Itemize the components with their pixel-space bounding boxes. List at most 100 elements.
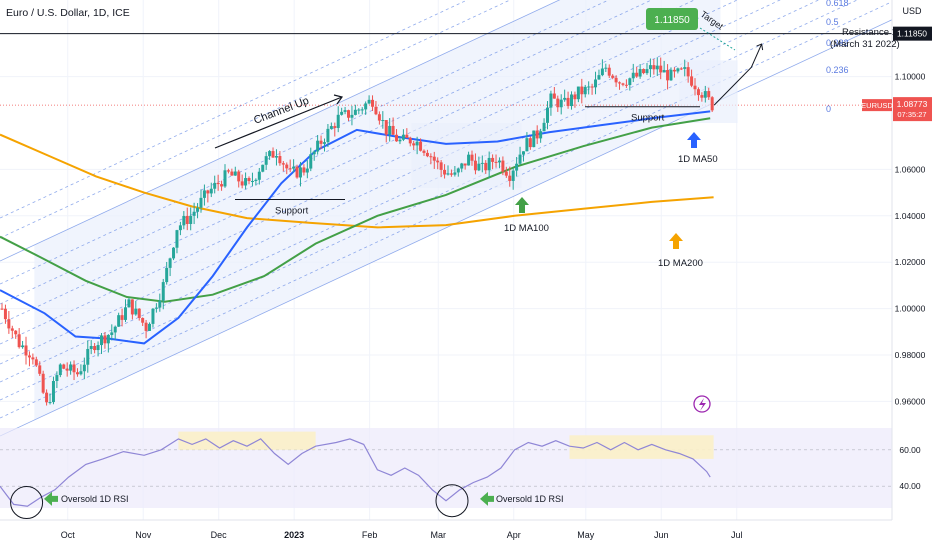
candle bbox=[106, 334, 110, 353]
candle-body bbox=[206, 190, 210, 194]
candle-body bbox=[192, 211, 196, 216]
candle-body bbox=[141, 317, 145, 323]
candle bbox=[189, 207, 193, 231]
candle-body bbox=[497, 160, 501, 163]
candle bbox=[443, 164, 447, 179]
candle bbox=[467, 151, 471, 166]
candle bbox=[583, 84, 587, 98]
candle-body bbox=[597, 75, 601, 80]
candle-body bbox=[456, 168, 460, 173]
candle-body bbox=[189, 215, 193, 224]
candle-body bbox=[587, 86, 591, 88]
channel-line bbox=[0, 0, 511, 239]
candle bbox=[233, 166, 237, 176]
candle-body bbox=[148, 323, 152, 331]
candle-body bbox=[353, 109, 357, 115]
candle bbox=[432, 151, 436, 169]
candle bbox=[148, 322, 152, 331]
candle bbox=[391, 117, 395, 135]
y-tick-label: 1.00000 bbox=[895, 304, 926, 314]
candle-body bbox=[659, 65, 663, 73]
candle bbox=[141, 317, 145, 327]
candle-body bbox=[230, 171, 234, 176]
candle bbox=[27, 351, 31, 367]
candle bbox=[185, 207, 189, 231]
candle bbox=[244, 172, 248, 190]
candle-body bbox=[415, 141, 419, 146]
channel-line bbox=[0, 19, 893, 437]
candle-body bbox=[693, 85, 697, 90]
candle-body bbox=[666, 69, 670, 81]
candle bbox=[165, 261, 169, 285]
candle-body bbox=[696, 89, 700, 96]
candle-body bbox=[686, 67, 690, 77]
rsi-tick-label: 60.00 bbox=[899, 445, 921, 455]
ma50-arrow bbox=[687, 132, 701, 148]
candle-body bbox=[41, 373, 45, 393]
candle-body bbox=[518, 154, 522, 164]
candle bbox=[364, 101, 368, 115]
candle bbox=[333, 122, 337, 137]
candle bbox=[237, 169, 241, 188]
candle bbox=[484, 160, 488, 174]
x-tick-label: Dec bbox=[211, 530, 228, 540]
candle-body bbox=[223, 170, 227, 187]
candle-body bbox=[65, 368, 69, 371]
candle-body bbox=[480, 162, 484, 164]
candle bbox=[223, 164, 227, 188]
resistance-date-label: (March 31 2022) bbox=[830, 39, 900, 50]
candle-body bbox=[336, 114, 340, 128]
candle-body bbox=[51, 381, 55, 403]
candle bbox=[429, 153, 433, 165]
fib-label: 0.382 bbox=[826, 38, 849, 48]
x-tick-label: May bbox=[577, 530, 595, 540]
candle bbox=[395, 129, 399, 142]
candle-body bbox=[213, 182, 217, 189]
candle-body bbox=[391, 125, 395, 135]
rsi-highlight bbox=[569, 435, 714, 459]
candle-body bbox=[504, 171, 508, 176]
zone-highlight bbox=[411, 122, 522, 188]
candle bbox=[470, 150, 474, 166]
candle bbox=[494, 154, 498, 168]
symbol-text: EURUSD bbox=[861, 101, 893, 110]
fib-label: 0.618 bbox=[826, 0, 849, 8]
candle bbox=[460, 162, 464, 173]
candle bbox=[31, 353, 35, 365]
candle bbox=[439, 160, 443, 178]
candle bbox=[137, 308, 141, 321]
candle bbox=[41, 370, 45, 395]
candle-body bbox=[288, 168, 292, 170]
candle-body bbox=[175, 230, 179, 248]
candle bbox=[655, 57, 659, 77]
candle-body bbox=[467, 154, 471, 166]
candle-body bbox=[594, 79, 598, 88]
candle bbox=[645, 63, 649, 75]
candle bbox=[312, 150, 316, 161]
candle-body bbox=[460, 163, 464, 169]
candle-body bbox=[535, 130, 539, 139]
candle-body bbox=[103, 335, 107, 344]
y-tick-label: 1.10000 bbox=[895, 72, 926, 82]
candle-body bbox=[106, 334, 110, 344]
candle-body bbox=[154, 307, 158, 309]
candle-body bbox=[364, 103, 368, 110]
candle-body bbox=[412, 143, 416, 146]
candle bbox=[89, 340, 93, 355]
candle-body bbox=[99, 335, 103, 346]
candle bbox=[10, 325, 14, 338]
candle bbox=[463, 163, 467, 170]
candle bbox=[576, 86, 580, 103]
candle-body bbox=[360, 109, 364, 111]
candle-body bbox=[419, 141, 423, 151]
candle-body bbox=[268, 151, 272, 157]
candle-body bbox=[607, 67, 611, 76]
x-tick-label: Apr bbox=[507, 530, 521, 540]
candle-body bbox=[381, 120, 385, 122]
candle-body bbox=[631, 72, 635, 79]
support-label: Support bbox=[275, 206, 309, 217]
channel-up-arrowhead bbox=[333, 94, 344, 105]
candle-body bbox=[648, 65, 652, 70]
